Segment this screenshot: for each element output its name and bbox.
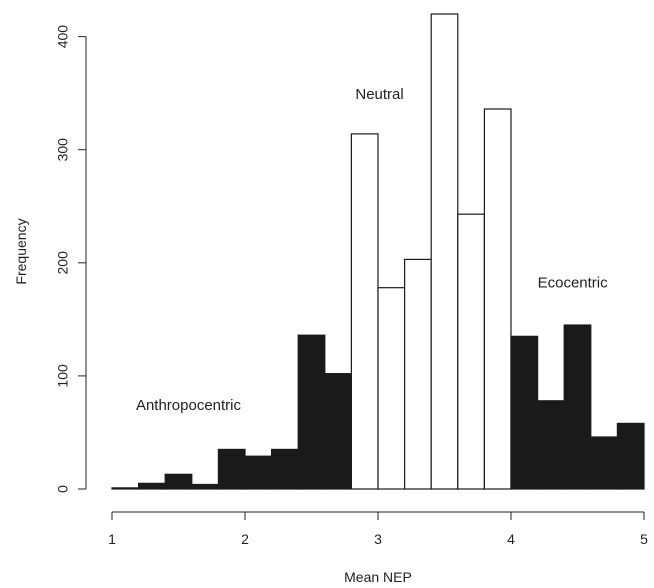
histogram-bar-2 — [138, 482, 166, 490]
x-axis-title: Mean NEP — [344, 569, 412, 585]
x-tick-label: 4 — [507, 531, 515, 547]
y-tick-label: 200 — [55, 251, 71, 275]
y-axis: 0 100 200 300 400 — [55, 25, 87, 493]
y-axis-title: Frequency — [13, 218, 29, 284]
histogram-bar-14 — [457, 213, 485, 490]
histogram-bar-3 — [164, 473, 193, 490]
y-tick-label: 400 — [55, 25, 71, 49]
y-tick-label: 100 — [55, 364, 71, 388]
annotation-anthropocentric: Anthropocentric — [136, 397, 242, 414]
histogram-bar-20 — [616, 422, 645, 490]
x-tick-label: 2 — [241, 531, 249, 547]
histogram-bar-19 — [590, 436, 618, 490]
histogram-bar-16 — [510, 335, 539, 490]
annotation-ecocentric: Ecocentric — [538, 275, 609, 292]
histogram-bar-9 — [324, 373, 352, 490]
histogram-bar-11 — [377, 287, 406, 490]
x-tick-label: 5 — [640, 531, 648, 547]
histogram-bar-18 — [563, 324, 592, 490]
x-tick-label: 1 — [108, 531, 116, 547]
y-tick-label: 0 — [55, 485, 71, 493]
histogram-bar-7 — [271, 448, 299, 490]
histogram-bar-4 — [191, 483, 220, 490]
x-axis: 1 2 3 4 5 — [108, 511, 648, 547]
histogram-bar-12 — [404, 258, 432, 490]
annotation-neutral: Neutral — [355, 86, 403, 103]
y-tick-label: 300 — [55, 138, 71, 162]
histogram-bar-8 — [297, 334, 326, 490]
histogram-bar-5 — [217, 448, 246, 490]
x-tick-label: 3 — [374, 531, 382, 547]
histogram-bar-10 — [350, 133, 379, 490]
histogram-bar-15 — [483, 108, 512, 490]
histogram-bar-13 — [430, 13, 459, 490]
group-annotations: Anthropocentric Neutral Ecocentric — [136, 86, 608, 414]
histogram-bars — [111, 13, 645, 490]
histogram-bar-17 — [536, 400, 565, 490]
histogram-bar-6 — [244, 455, 273, 490]
histogram-bar-1 — [111, 487, 140, 490]
